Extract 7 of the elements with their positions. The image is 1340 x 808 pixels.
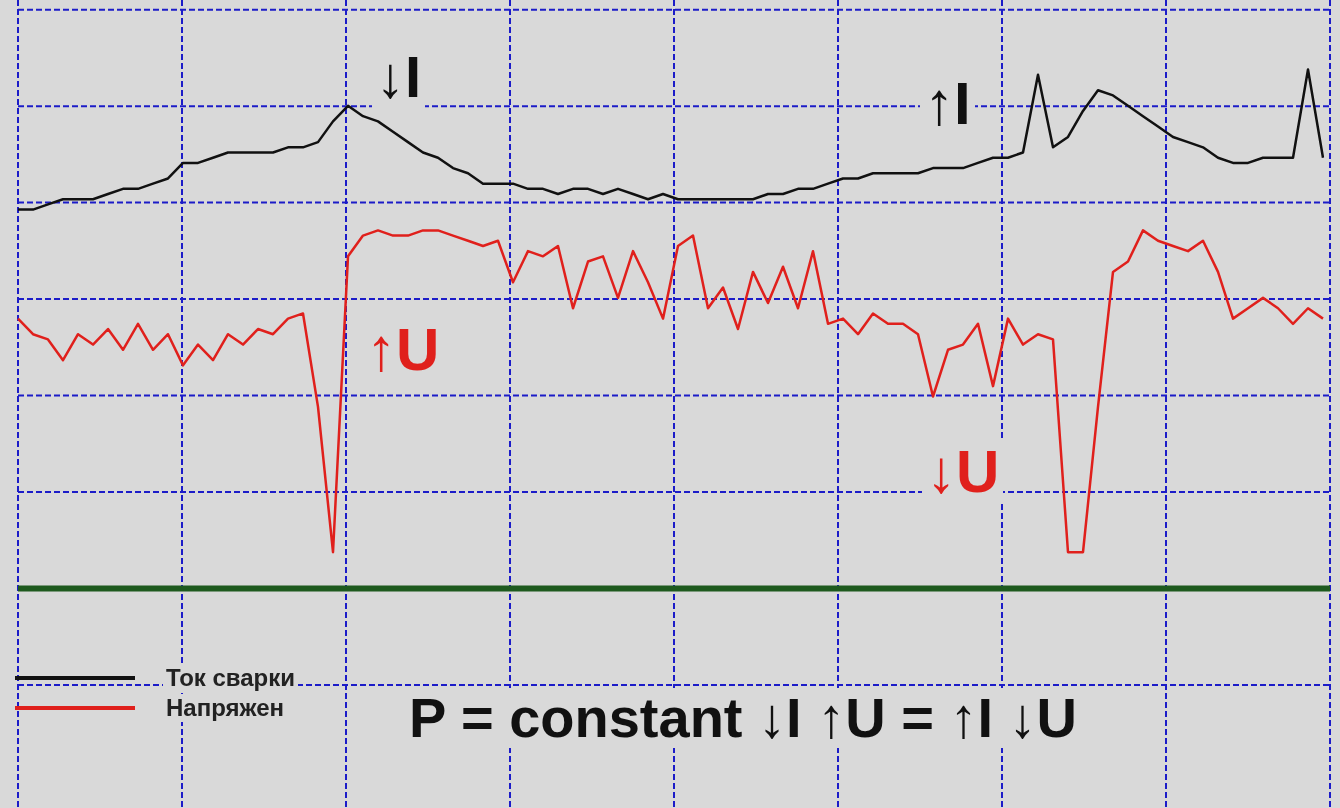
legend-label: Ток сварки xyxy=(163,664,299,692)
annotation: ↑U xyxy=(362,316,444,383)
legend-label: Напряжен xyxy=(163,694,288,722)
annotation: ↓U xyxy=(922,438,1004,505)
text: P = constant ↓I ↑U = ↑I ↓U xyxy=(405,686,1082,749)
annotation: ↓I xyxy=(372,44,426,109)
annotation: ↑I xyxy=(920,70,975,137)
